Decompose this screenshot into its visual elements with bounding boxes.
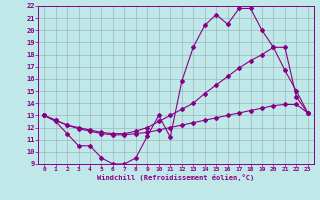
X-axis label: Windchill (Refroidissement éolien,°C): Windchill (Refroidissement éolien,°C): [97, 174, 255, 181]
